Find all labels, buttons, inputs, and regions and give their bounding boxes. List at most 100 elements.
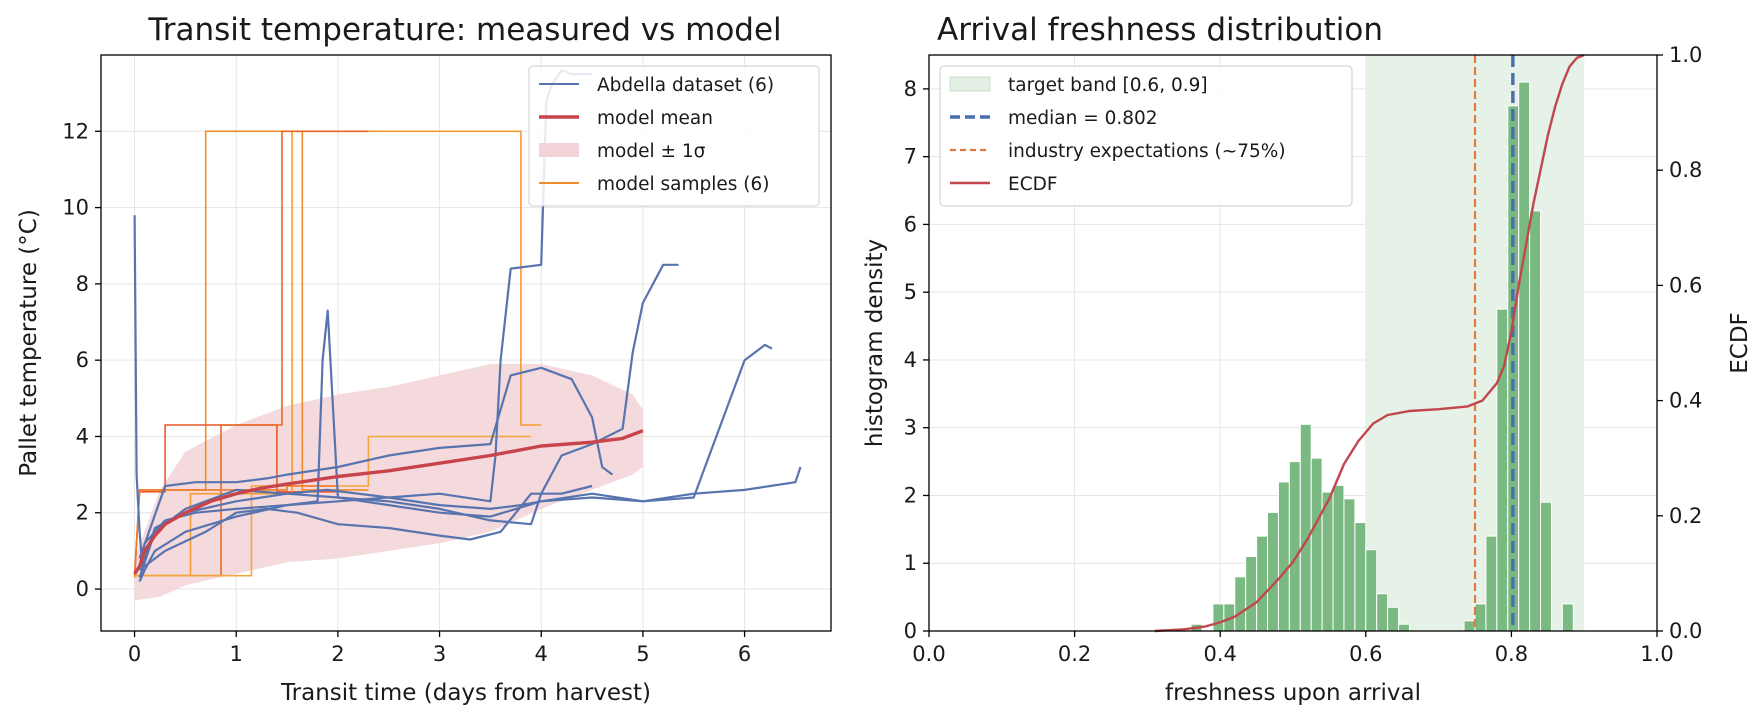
chart2-y-tick-label: 5 <box>904 280 917 304</box>
measured-series-line <box>138 366 614 559</box>
chart2-title: Arrival freshness distribution <box>937 12 1383 48</box>
chart2-x-tick-label: 0.8 <box>1495 642 1528 666</box>
chart2-ecdf-tick-label: 0.6 <box>1669 273 1702 297</box>
histogram-bar <box>1245 555 1258 632</box>
histogram-bar <box>1267 511 1279 632</box>
chart1-y-tick-label: 10 <box>62 196 89 220</box>
chart2-y-tick-label: 7 <box>904 145 917 169</box>
chart1-y-tick-label: 8 <box>76 272 89 296</box>
chart2-x-tick-label: 1.0 <box>1640 642 1673 666</box>
histogram-bar <box>1463 620 1476 632</box>
chart2-y-tick-label: 6 <box>904 212 917 236</box>
chart1-title: Transit temperature: measured vs model <box>147 12 781 48</box>
chart1-x-tick-label: 5 <box>636 642 649 666</box>
histogram-bar <box>1212 603 1225 632</box>
chart2-y-tick-label: 3 <box>904 416 917 440</box>
chart2-histogram <box>1190 81 1574 632</box>
chart2-ecdf-ticks: 0.0 0.2 0.4 0.6 0.8 1.0 <box>1657 43 1702 643</box>
chart2-legend-label: target band [0.6, 0.9] <box>1008 75 1208 96</box>
chart2-x-axis-label: freshness upon arrival <box>1165 680 1421 706</box>
chart2-legend-label: ECDF <box>1008 174 1058 195</box>
histogram-bar <box>1332 484 1345 632</box>
model-mean-line <box>133 429 644 575</box>
chart1-legend: Abdella dataset (6) model mean model ± 1σ m… <box>528 65 820 207</box>
histogram-bar <box>1310 457 1323 632</box>
histogram-bar <box>1529 210 1542 632</box>
chart2-legend-label: industry expectations (~75%) <box>1008 141 1286 162</box>
chart2-y-ticks: 0 1 2 3 4 5 6 7 8 <box>904 77 929 643</box>
measured-series-line <box>138 484 593 571</box>
chart2-ecdf-tick-label: 0.8 <box>1669 158 1702 182</box>
chart2-y-tick-label: 2 <box>904 483 917 507</box>
histogram-bar <box>1299 423 1312 632</box>
histogram-bar <box>1365 549 1378 632</box>
chart2-ecdf-tick-label: 1.0 <box>1669 43 1702 67</box>
histogram-bar <box>1398 623 1410 632</box>
histogram-bar <box>1561 603 1574 632</box>
chart1-y-tick-label: 4 <box>76 424 89 448</box>
chart1-sigma-band <box>134 364 643 601</box>
chart1-legend-label: model samples (6) <box>597 174 769 195</box>
chart1-x-ticks: 0 1 2 3 4 5 6 <box>128 631 751 666</box>
chart1-x-tick-label: 2 <box>331 642 344 666</box>
chart2-legend: target band [0.6, 0.9] median = 0.802 indu… <box>939 65 1353 207</box>
chart2-ecdf-tick-label: 0.2 <box>1669 504 1702 528</box>
chart2-ecdf-tick-label: 0.0 <box>1669 619 1702 643</box>
sigma-band-area <box>134 364 643 601</box>
chart1-x-tick-label: 6 <box>738 642 751 666</box>
chart1-legend-box <box>528 65 820 207</box>
chart2-y-tick-label: 0 <box>904 619 917 643</box>
measured-series-line <box>138 263 679 578</box>
chart2-legend-swatch <box>949 76 991 92</box>
chart1-y-ticks: 0 2 4 6 8 10 12 <box>62 119 101 601</box>
chart2-x-tick-label: 0.0 <box>912 642 945 666</box>
chart2-x-tick-label: 0.6 <box>1349 642 1382 666</box>
chart2-ecdf-tick-label: 0.4 <box>1669 389 1702 413</box>
chart1-legend-label: model ± 1σ <box>597 141 706 162</box>
histogram-bar <box>1387 606 1400 632</box>
chart1-legend-swatch <box>539 143 579 157</box>
chart1-x-tick-label: 0 <box>128 642 141 666</box>
chart1-y-tick-label: 0 <box>76 577 89 601</box>
chart1-legend-label: Abdella dataset (6) <box>597 75 774 96</box>
chart1-y-tick-label: 2 <box>76 501 89 525</box>
chart2-ecdf <box>1154 53 1585 633</box>
chart2-plot-frame <box>928 54 1658 632</box>
chart2-y-tick-label: 4 <box>904 348 917 372</box>
chart2-legend-label: median = 0.802 <box>1008 108 1158 129</box>
chart1-x-axis-label: Transit time (days from harvest) <box>280 680 651 706</box>
chart2-x-tick-label: 0.2 <box>1058 642 1091 666</box>
chart2-y-tick-label: 1 <box>904 551 917 575</box>
chart1-y-axis-label: Pallet temperature (°C) <box>16 209 42 477</box>
chart1-plot-frame <box>100 54 832 632</box>
chart1-x-tick-label: 1 <box>230 642 243 666</box>
chart2-x-ticks: 0.0 0.2 0.4 0.6 0.8 1.0 <box>912 631 1674 666</box>
chart1-x-tick-label: 3 <box>433 642 446 666</box>
histogram-bar <box>1234 576 1247 632</box>
measured-series-line <box>138 309 773 582</box>
histogram-bar <box>1321 491 1334 632</box>
temperature-chart: Transit temperature: measured vs model 0… <box>16 12 832 706</box>
chart2-reference-lines <box>1473 55 1515 631</box>
ecdf-line <box>1154 53 1585 633</box>
freshness-chart: Arrival freshness distribution 0.0 0.2 0.4… <box>862 12 1753 706</box>
chart1-measured-series <box>133 69 802 582</box>
chart2-y-axis-label: histogram density <box>862 239 888 447</box>
histogram-bar <box>1518 81 1531 632</box>
histogram-bar <box>1485 535 1498 632</box>
histogram-bar <box>1474 603 1487 632</box>
histogram-bar <box>1354 522 1367 632</box>
chart2-ecdf-axis-label: ECDF <box>1727 312 1753 374</box>
chart2-legend-box <box>939 65 1353 207</box>
histogram-bar <box>1288 461 1301 632</box>
chart1-y-tick-label: 6 <box>76 348 89 372</box>
chart1-legend-label: model mean <box>597 108 713 129</box>
chart1-model-mean <box>133 429 644 575</box>
chart2-y-tick-label: 8 <box>904 77 917 101</box>
histogram-bar <box>1277 481 1290 632</box>
chart1-y-tick-label: 12 <box>62 119 89 143</box>
histogram-bar <box>1376 593 1389 632</box>
chart1-x-tick-label: 4 <box>535 642 548 666</box>
histogram-bar <box>1540 501 1552 632</box>
